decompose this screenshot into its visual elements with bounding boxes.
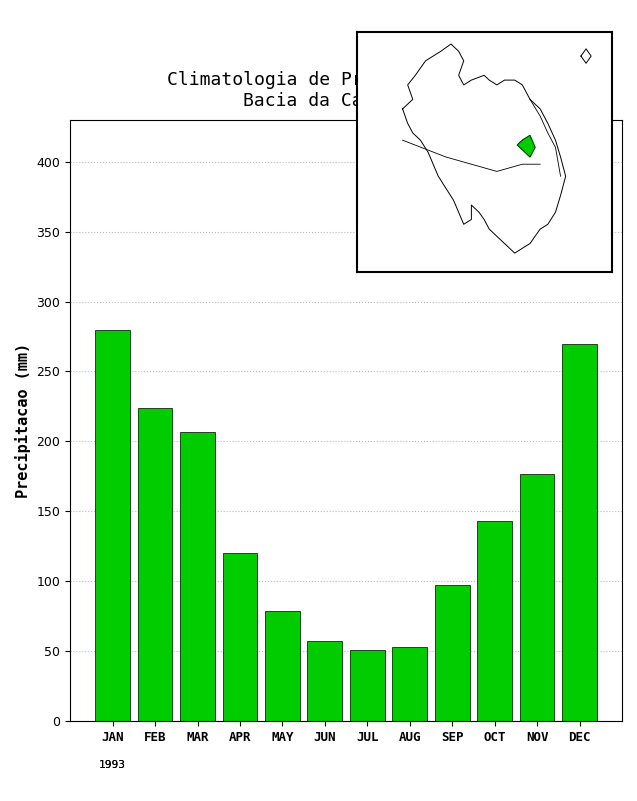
Bar [138, 408, 173, 721]
Bar [435, 586, 469, 721]
Bar [96, 329, 130, 721]
Bar [350, 650, 385, 721]
Title: Climatologia de Precipitacao (mm)
Bacia da Cantareira: Climatologia de Precipitacao (mm) Bacia … [167, 71, 526, 110]
Bar [562, 344, 597, 721]
Bar [308, 642, 342, 721]
Bar [477, 521, 512, 721]
Polygon shape [517, 135, 535, 157]
Text: 1993: 1993 [99, 760, 126, 770]
Bar [180, 432, 215, 721]
Bar [222, 553, 257, 721]
Text: 1993: 1993 [99, 760, 126, 770]
Y-axis label: Precipitacao (mm): Precipitacao (mm) [15, 343, 31, 498]
Bar [392, 647, 427, 721]
Bar [520, 473, 554, 721]
Bar [265, 610, 300, 721]
